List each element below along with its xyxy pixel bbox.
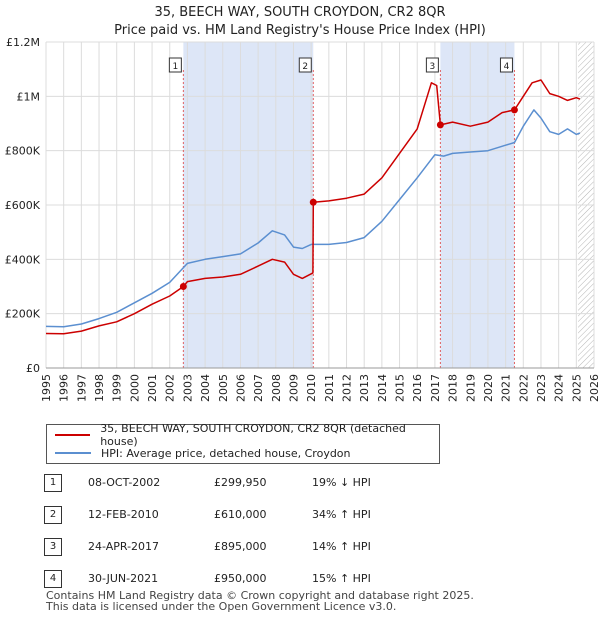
x-tick-label: 1997 bbox=[75, 374, 88, 402]
x-tick-label: 2005 bbox=[217, 374, 230, 402]
chart-title-line1: 35, BEECH WAY, SOUTH CROYDON, CR2 8QR bbox=[154, 5, 446, 20]
sale-number-badge: 3 bbox=[44, 538, 62, 556]
chart-legend: 35, BEECH WAY, SOUTH CROYDON, CR2 8QR (d… bbox=[46, 422, 440, 464]
x-tick-label: 2020 bbox=[482, 374, 495, 402]
legend-item-property: 35, BEECH WAY, SOUTH CROYDON, CR2 8QR (d… bbox=[55, 422, 439, 448]
sale-marker-box bbox=[298, 57, 312, 73]
hpi-series-line bbox=[45, 109, 581, 328]
sale-number-badge: 1 bbox=[44, 474, 62, 492]
x-tick-label: 1999 bbox=[111, 374, 124, 402]
sale-point bbox=[510, 106, 518, 114]
sale-hpi-diff: 34% ↑ HPI bbox=[312, 508, 371, 521]
sale-marker-box bbox=[168, 57, 182, 73]
sale-row: 3 24-APR-2017 £895,000 14% ↑ HPI bbox=[44, 536, 564, 568]
legend-swatch-property bbox=[55, 434, 91, 436]
sale-hpi-diff: 19% ↓ HPI bbox=[312, 476, 371, 489]
sale-price: £299,950 bbox=[214, 476, 267, 489]
sale-row: 4 30-JUN-2021 £950,000 15% ↑ HPI bbox=[44, 568, 564, 600]
x-tick-label: 2016 bbox=[411, 374, 424, 402]
sale-row: 2 12-FEB-2010 £610,000 34% ↑ HPI bbox=[44, 504, 564, 536]
x-tick-label: 2003 bbox=[181, 374, 194, 402]
sale-marker-label: 3 bbox=[430, 62, 436, 72]
x-tick-label: 2023 bbox=[535, 374, 548, 402]
x-tick-label: 2025 bbox=[570, 374, 583, 402]
sale-marker-label: 4 bbox=[504, 62, 510, 72]
sale-price: £895,000 bbox=[214, 540, 267, 553]
x-tick-label: 2026 bbox=[588, 374, 600, 402]
sale-hpi-diff: 14% ↑ HPI bbox=[312, 540, 371, 553]
footer-line1: Contains HM Land Registry data © Crown c… bbox=[46, 589, 474, 602]
property-series-line bbox=[45, 79, 581, 335]
x-tick-label: 2000 bbox=[128, 374, 141, 402]
x-tick-label: 2021 bbox=[500, 374, 513, 402]
chart-title-line2: Price paid vs. HM Land Registry's House … bbox=[114, 23, 486, 38]
sale-date: 30-JUN-2021 bbox=[88, 572, 159, 585]
line-chart: 1 2 3 4 £0 £200K £400K £600K £800K £1M £1.2M 1995 19… bbox=[5, 36, 600, 402]
y-tick-label: £1M bbox=[17, 90, 41, 103]
x-tick-label: 2018 bbox=[447, 374, 460, 402]
legend-swatch-hpi bbox=[55, 452, 91, 454]
sale-point bbox=[436, 121, 444, 129]
chart-title: 35, BEECH WAY, SOUTH CROYDON, CR2 8QR Pr… bbox=[0, 4, 600, 40]
sale-date: 12-FEB-2010 bbox=[88, 508, 159, 521]
y-tick-label: £200K bbox=[5, 308, 41, 321]
y-tick-label: £800K bbox=[5, 145, 41, 158]
sale-date: 24-APR-2017 bbox=[88, 540, 160, 553]
y-tick-label: £0 bbox=[26, 362, 40, 375]
sale-marker-label: 2 bbox=[302, 62, 308, 72]
x-tick-label: 1998 bbox=[93, 374, 106, 402]
x-tick-label: 2008 bbox=[270, 374, 283, 402]
x-tick-label: 2007 bbox=[252, 374, 265, 402]
x-tick-label: 2010 bbox=[305, 374, 318, 402]
x-tick-label: 2006 bbox=[234, 374, 247, 402]
x-tick-label: 2017 bbox=[429, 374, 442, 402]
sale-marker-box bbox=[499, 57, 513, 73]
x-tick-label: 2015 bbox=[394, 374, 407, 402]
footer-line2: This data is licensed under the Open Gov… bbox=[46, 600, 397, 613]
sale-marker-box bbox=[425, 57, 439, 73]
sale-number-badge: 4 bbox=[44, 570, 62, 588]
x-tick-label: 2009 bbox=[287, 374, 300, 402]
sale-point bbox=[179, 283, 187, 291]
x-tick-label: 2022 bbox=[517, 374, 530, 402]
sale-point bbox=[309, 198, 317, 206]
sale-price: £610,000 bbox=[214, 508, 267, 521]
x-tick-label: 2002 bbox=[164, 374, 177, 402]
sale-row: 1 08-OCT-2002 £299,950 19% ↓ HPI bbox=[44, 472, 564, 504]
y-tick-label: £1.2M bbox=[6, 36, 40, 49]
sales-table: 1 08-OCT-2002 £299,950 19% ↓ HPI 2 12-FE… bbox=[44, 472, 564, 600]
sale-marker-label: 1 bbox=[172, 62, 178, 72]
sale-number-badge: 2 bbox=[44, 506, 62, 524]
sale-hpi-diff: 15% ↑ HPI bbox=[312, 572, 371, 585]
x-tick-label: 2014 bbox=[376, 374, 389, 402]
attribution-footer: Contains HM Land Registry data © Crown c… bbox=[46, 590, 474, 612]
x-tick-label: 2001 bbox=[146, 374, 159, 402]
y-tick-label: £400K bbox=[5, 253, 41, 266]
legend-label-hpi: HPI: Average price, detached house, Croy… bbox=[101, 446, 351, 460]
x-tick-label: 1995 bbox=[40, 374, 53, 402]
x-tick-label: 2024 bbox=[553, 374, 566, 402]
sale-price: £950,000 bbox=[214, 572, 267, 585]
x-tick-label: 1996 bbox=[58, 374, 71, 402]
y-tick-label: £600K bbox=[5, 199, 41, 212]
x-tick-label: 2011 bbox=[323, 374, 336, 402]
x-tick-label: 2012 bbox=[341, 374, 354, 402]
x-tick-label: 2013 bbox=[358, 374, 371, 402]
legend-label-property: 35, BEECH WAY, SOUTH CROYDON, CR2 8QR (d… bbox=[100, 422, 406, 448]
legend-item-hpi: HPI: Average price, detached house, Croy… bbox=[55, 444, 351, 462]
x-tick-label: 2004 bbox=[199, 374, 212, 402]
x-tick-label: 2019 bbox=[464, 374, 477, 402]
sale-date: 08-OCT-2002 bbox=[88, 476, 161, 489]
